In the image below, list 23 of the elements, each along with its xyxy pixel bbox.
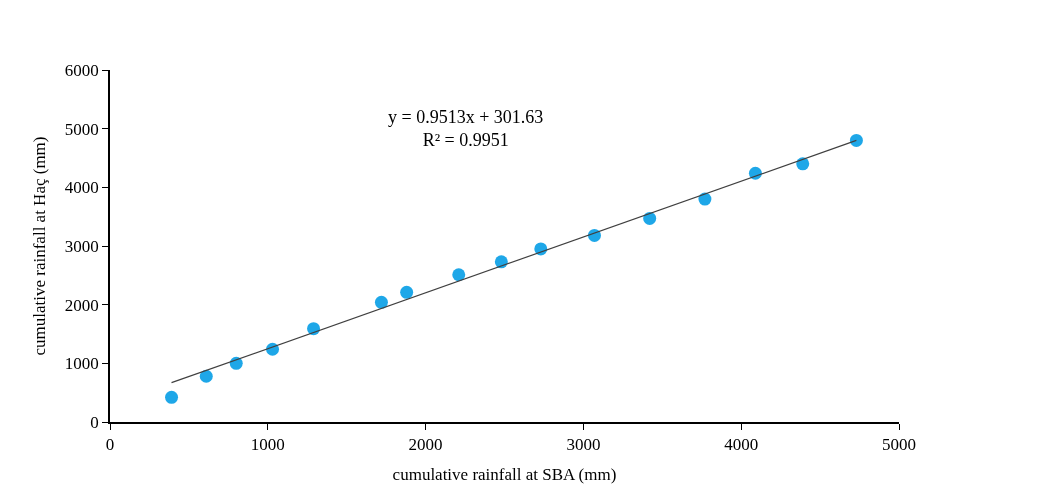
x-axis-title: cumulative rainfall at SBA (mm) [392,465,617,485]
y-tick-label: 0 [90,412,99,432]
annotation: y = 0.9513x + 301.63 R² = 0.9951 [388,107,544,151]
x-tick-label: 5000 [882,435,916,455]
x-tick-label: 4000 [724,435,759,455]
y-tick-label: 3000 [64,236,99,256]
x-tick-label: 1000 [250,435,285,455]
y-tick-label: 4000 [64,178,99,198]
point [400,285,414,299]
y-tick-label: 6000 [64,60,99,80]
point [199,369,213,383]
point [452,268,466,282]
point [849,133,863,147]
y-tick-label: 5000 [64,119,99,139]
point [643,211,657,225]
point [165,390,179,404]
y-tick-label: 1000 [64,354,99,374]
point [374,295,388,309]
y-tick-label: 2000 [64,295,99,315]
x-tick-label: 3000 [566,435,601,455]
x-tick-label: 0 [105,435,115,455]
x-tick-label: 2000 [408,435,443,455]
y-axis-title: cumulative rainfall at Haç (mm) [29,136,49,356]
